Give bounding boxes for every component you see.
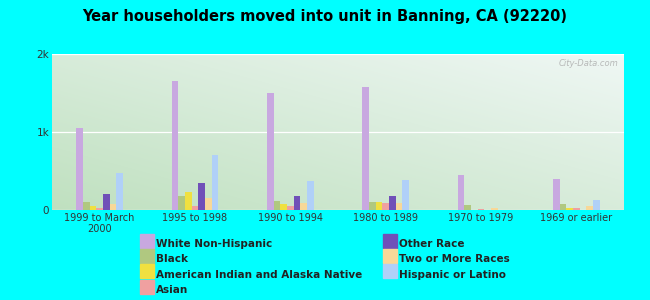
Bar: [185, 192, 192, 210]
Bar: [560, 204, 566, 210]
Bar: [96, 208, 103, 210]
Bar: [300, 203, 307, 210]
Bar: [76, 128, 83, 210]
Bar: [192, 206, 198, 210]
Bar: [458, 175, 464, 210]
Bar: [294, 196, 300, 210]
Bar: [103, 194, 110, 210]
Bar: [287, 206, 294, 210]
Bar: [280, 204, 287, 210]
Bar: [307, 181, 314, 210]
Bar: [178, 196, 185, 210]
Bar: [369, 202, 376, 210]
Bar: [402, 180, 409, 210]
Bar: [396, 203, 402, 210]
Bar: [382, 203, 389, 210]
Bar: [267, 93, 274, 210]
Bar: [573, 208, 580, 210]
Bar: [586, 206, 593, 210]
Bar: [389, 196, 396, 210]
Bar: [376, 202, 382, 210]
Bar: [593, 200, 600, 210]
Legend: White Non-Hispanic, Black, American Indian and Alaska Native, Asian, Other Race,: White Non-Hispanic, Black, American Indi…: [140, 239, 510, 295]
Bar: [172, 81, 178, 210]
Bar: [116, 172, 123, 210]
Bar: [566, 208, 573, 210]
Bar: [491, 208, 498, 210]
Bar: [464, 205, 471, 210]
Bar: [553, 179, 560, 210]
Bar: [212, 155, 218, 210]
Bar: [90, 206, 96, 210]
Bar: [362, 87, 369, 210]
Bar: [198, 183, 205, 210]
Bar: [83, 202, 90, 210]
Text: City-Data.com: City-Data.com: [558, 59, 618, 68]
Text: Year householders moved into unit in Banning, CA (92220): Year householders moved into unit in Ban…: [83, 9, 567, 24]
Bar: [110, 204, 116, 210]
Bar: [205, 198, 212, 210]
Bar: [274, 201, 280, 210]
Bar: [478, 209, 484, 210]
